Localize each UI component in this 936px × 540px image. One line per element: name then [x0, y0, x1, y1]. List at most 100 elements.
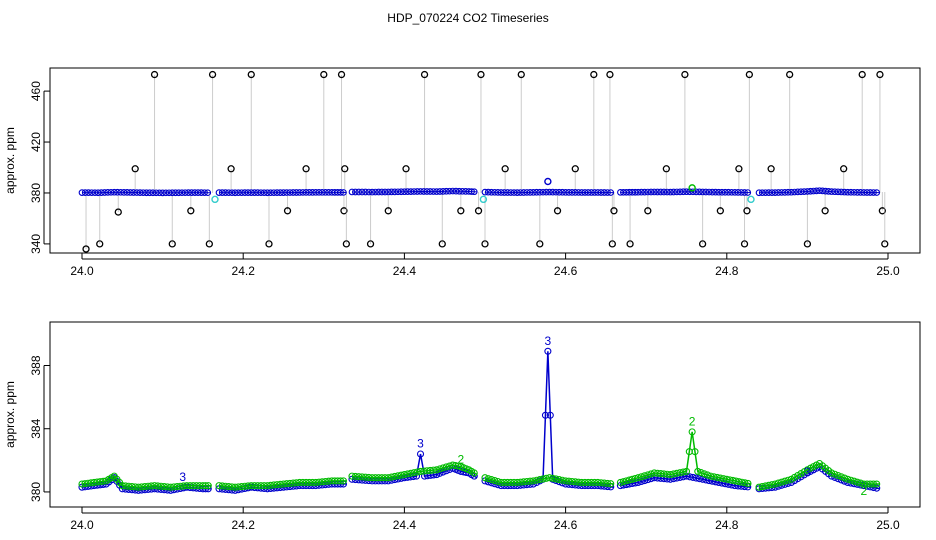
series-line: [484, 351, 615, 488]
spike-point: [626, 240, 634, 248]
series-point: [420, 188, 428, 195]
series-point: [423, 188, 431, 195]
x-tick-label: 24.8: [715, 518, 739, 532]
series-point: [162, 189, 170, 197]
series-point: [127, 189, 134, 196]
x-tick-label: 25.0: [876, 264, 900, 278]
x-tick-label: 24.0: [70, 264, 94, 278]
series-point: [691, 448, 699, 456]
series-point: [394, 472, 402, 480]
series-point: [85, 189, 92, 196]
series-point: [388, 188, 395, 196]
series-point: [847, 188, 855, 196]
series-point: [702, 188, 710, 196]
series-point: [529, 477, 537, 485]
series-point: [597, 189, 605, 196]
series-point: [644, 188, 652, 196]
x-tick-label: 24.4: [393, 518, 417, 532]
series-point: [507, 189, 515, 196]
series-point: [559, 188, 566, 196]
series-point: [544, 347, 552, 355]
series-point: [552, 188, 560, 196]
spike-point: [457, 207, 465, 215]
series-point: [850, 188, 858, 196]
series-point: [136, 189, 144, 196]
spike-point: [402, 165, 410, 173]
spike-point: [420, 70, 429, 79]
series-point: [536, 188, 544, 196]
spike-point: [474, 207, 483, 215]
series-point: [302, 189, 310, 196]
y-tick-label: 460: [29, 81, 43, 101]
y-axis-label: approx. ppm: [3, 381, 17, 448]
series-point: [358, 188, 366, 196]
series-point: [775, 189, 782, 196]
series-point: [755, 483, 763, 491]
spike-point: [477, 70, 485, 79]
series-point: [542, 188, 550, 196]
spike-point: [735, 165, 743, 173]
y-tick-label: 340: [29, 234, 43, 254]
series-point: [676, 469, 684, 477]
series-point: [355, 473, 363, 481]
series-point: [844, 475, 852, 483]
series-point: [666, 475, 674, 483]
series-point: [545, 474, 554, 482]
series-point: [481, 474, 489, 482]
series-point: [322, 188, 329, 196]
series-point: [244, 189, 252, 196]
series-point: [254, 189, 262, 196]
series-point: [533, 188, 540, 196]
series-point: [784, 188, 792, 196]
series-point: [781, 477, 789, 485]
series-point: [410, 469, 418, 477]
spike-point: [606, 70, 614, 79]
spike-point: [82, 245, 90, 253]
y-tick-label: 384: [29, 418, 43, 438]
series-point: [494, 189, 502, 196]
series-point: [188, 189, 195, 196]
series-point: [133, 189, 141, 196]
series-point: [634, 474, 642, 482]
series-point: [707, 472, 715, 480]
series-point: [758, 483, 766, 491]
series-point: [337, 189, 344, 196]
series-point: [604, 189, 611, 196]
series-point: [718, 188, 726, 196]
series-point: [146, 189, 154, 197]
series-point: [120, 189, 128, 196]
series-point: [358, 473, 366, 481]
series-point: [123, 189, 131, 196]
series-point: [400, 471, 408, 479]
series-point: [468, 188, 475, 195]
series-point: [452, 187, 460, 195]
series-point: [446, 187, 453, 195]
series-point: [715, 188, 723, 196]
x-tick-label: 24.2: [232, 518, 256, 532]
series-point: [156, 189, 163, 197]
series-point: [768, 481, 776, 489]
series-point: [787, 188, 795, 196]
series-point: [825, 187, 832, 195]
series-point: [555, 476, 563, 484]
series-point: [831, 470, 839, 478]
series-point: [673, 469, 681, 477]
series-point: [575, 189, 582, 196]
series-point: [594, 189, 602, 196]
series-point: [721, 188, 729, 196]
series-point: [430, 471, 438, 479]
spike-point: [803, 240, 812, 248]
extra-point: [688, 184, 696, 192]
figure-title: HDP_070224 CO2 Timeseries: [387, 11, 548, 25]
spike-point: [227, 165, 235, 173]
series-point: [194, 189, 202, 196]
series-point: [91, 189, 99, 197]
series-point: [352, 188, 359, 196]
spike-point: [821, 207, 829, 215]
series-point: [682, 467, 691, 475]
series-point: [309, 189, 316, 196]
series-point: [647, 188, 655, 196]
spike-point: [247, 70, 255, 79]
extra-point: [211, 195, 219, 204]
